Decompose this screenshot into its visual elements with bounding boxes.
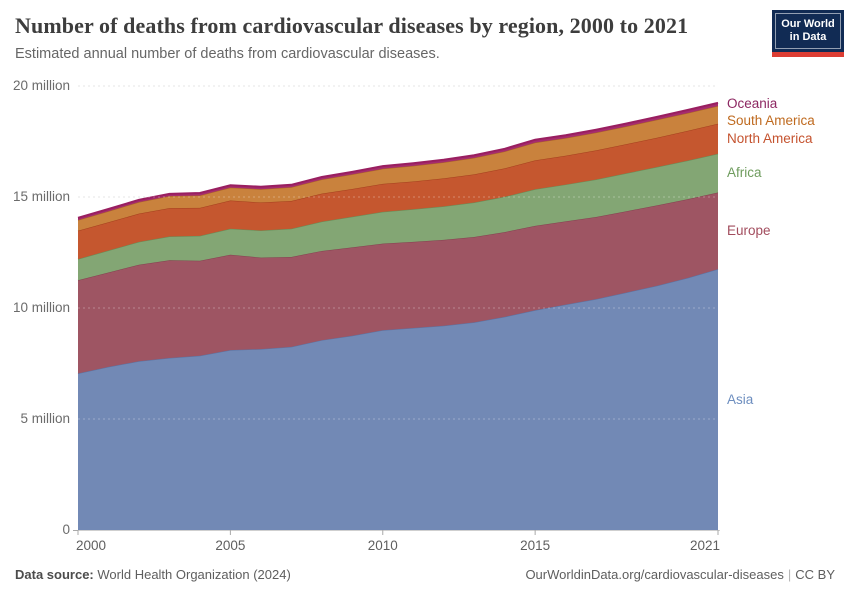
- data-source: Data source: World Health Organization (…: [15, 567, 291, 582]
- data-source-value: World Health Organization (2024): [97, 567, 291, 582]
- legend-label-south-america[interactable]: South America: [727, 113, 815, 129]
- page-subtitle: Estimated annual number of deaths from c…: [15, 46, 440, 62]
- x-tick-label: 2005: [215, 538, 246, 553]
- area-south-america[interactable]: [78, 105, 718, 231]
- area-top-line-oceania: [77, 101, 719, 219]
- area-asia[interactable]: [78, 269, 718, 530]
- owid-logo-line2: in Data: [789, 31, 827, 43]
- owid-logo-box: Our World in Data: [772, 10, 844, 52]
- footer-link[interactable]: OurWorldinData.org/cardiovascular-diseas…: [525, 567, 784, 582]
- x-tick-label: 2021: [689, 538, 720, 553]
- owid-logo-line1: Our World: [781, 18, 835, 30]
- area-africa[interactable]: [78, 153, 718, 281]
- y-tick-label: 0: [62, 522, 70, 537]
- y-tick-label: 5 million: [20, 411, 70, 426]
- owid-logo[interactable]: Our World in Data: [772, 10, 844, 57]
- x-tick-label: 2010: [367, 538, 398, 553]
- footer-separator: |: [787, 567, 792, 582]
- legend-label-oceania[interactable]: Oceania: [727, 96, 778, 112]
- area-europe[interactable]: [78, 192, 718, 374]
- page-title: Number of deaths from cardiovascular dis…: [15, 13, 689, 38]
- y-tick-label: 10 million: [12, 300, 70, 315]
- legend-label-europe[interactable]: Europe: [727, 222, 771, 238]
- footer-license[interactable]: CC BY: [795, 567, 835, 582]
- y-tick-label: 20 million: [12, 78, 70, 93]
- footer-credits: OurWorldinData.org/cardiovascular-diseas…: [525, 567, 835, 582]
- x-tick-label: 2000: [76, 538, 107, 553]
- owid-logo-red-bar: [772, 52, 844, 57]
- y-tick-label: 15 million: [12, 189, 70, 204]
- area-north-america[interactable]: [78, 123, 718, 260]
- owid-logo-text: Our World in Data: [775, 13, 841, 49]
- legend-label-africa[interactable]: Africa: [727, 165, 762, 181]
- data-source-label: Data source:: [15, 567, 94, 582]
- legend-label-north-america[interactable]: North America: [727, 130, 813, 146]
- legend-label-asia[interactable]: Asia: [727, 391, 754, 407]
- x-tick-label: 2015: [520, 538, 551, 553]
